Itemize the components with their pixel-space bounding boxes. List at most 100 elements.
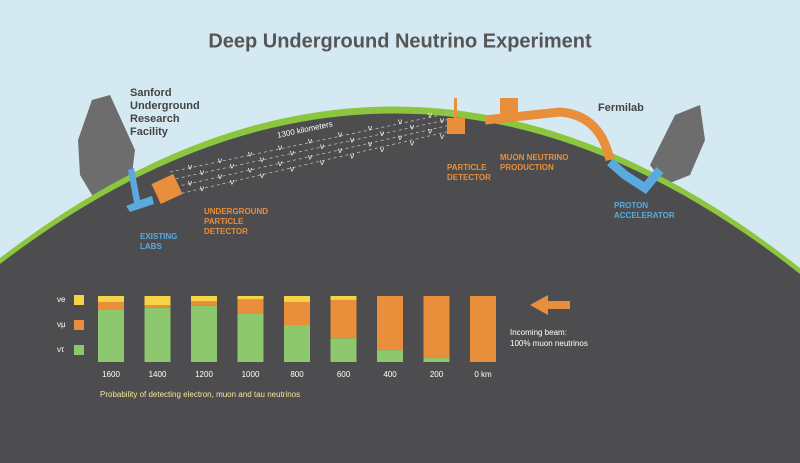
chart-caption: Probability of detecting electron, muon …	[100, 390, 300, 399]
title: Deep Underground Neutrino Experiment	[208, 30, 592, 52]
bar-segment	[330, 299, 357, 339]
nu-symbol: ν	[248, 166, 252, 175]
nu-symbol: ν	[338, 130, 342, 139]
incoming-beam-label: Incoming beam:	[510, 328, 567, 337]
nu-symbol: ν	[230, 162, 234, 171]
sanford-label: Facility	[130, 126, 169, 138]
beamline	[484, 107, 615, 162]
bar-segment	[377, 296, 403, 351]
fermilab-building	[650, 105, 705, 185]
particle-detector-label: PARTICLE	[447, 163, 487, 172]
x-tick-label: 800	[290, 370, 304, 379]
bar-segment	[191, 296, 217, 302]
underground-detector-label: PARTICLE	[204, 217, 244, 226]
ground	[0, 113, 800, 463]
nu-symbol: ν	[338, 146, 342, 155]
particle-detector-label: DETECTOR	[447, 173, 491, 182]
bar-segment	[98, 296, 124, 302]
nu-symbol: ν	[188, 163, 192, 172]
legend-swatch	[74, 320, 84, 330]
bar-segment	[470, 296, 496, 362]
incoming-beam-label: 100% muon neutrinos	[510, 339, 588, 348]
existing-labs-icon	[126, 168, 154, 212]
bar-segment	[330, 338, 357, 362]
nu-symbol: ν	[218, 172, 222, 181]
sanford-label: Sanford	[130, 87, 172, 99]
incoming-arrow	[530, 295, 570, 315]
bar-segment	[237, 296, 264, 300]
nu-symbol: ν	[290, 149, 294, 158]
nu-symbol: ν	[440, 132, 444, 141]
sanford-label: Underground	[130, 100, 200, 112]
nu-symbol: ν	[410, 122, 414, 131]
x-tick-label: 400	[383, 370, 397, 379]
nu-symbol: ν	[188, 179, 192, 188]
legend-swatch	[74, 345, 84, 355]
nu-symbol: ν	[398, 133, 402, 142]
nu-symbol: ν	[230, 178, 234, 187]
x-tick-label: 0 km	[474, 370, 492, 379]
bar-segment	[191, 305, 217, 362]
nu-symbol: ν	[410, 138, 414, 147]
detector-shaft	[454, 98, 457, 120]
x-tick-label: 200	[430, 370, 444, 379]
bar-segment	[377, 350, 403, 362]
nu-symbol: ν	[320, 158, 324, 167]
nu-symbol: ν	[200, 184, 204, 193]
beam	[169, 111, 456, 197]
bar-segment	[144, 296, 171, 306]
nu-symbol: ν	[350, 151, 354, 160]
fermilab-label: Fermilab	[598, 102, 644, 114]
muon-production-label: PRODUCTION	[500, 163, 554, 172]
x-tick-label: 1400	[149, 370, 167, 379]
x-tick-label: 600	[337, 370, 351, 379]
bar-segment	[423, 358, 450, 362]
nu-symbol: ν	[368, 140, 372, 149]
nu-symbol: ν	[248, 150, 252, 159]
bar-segment	[98, 309, 124, 362]
far-detector	[151, 173, 183, 205]
nu-symbol: ν	[308, 137, 312, 146]
nu-symbol: ν	[260, 171, 264, 180]
bar-segment	[144, 305, 171, 308]
bar-segment	[191, 301, 217, 306]
nu-symbol: ν	[278, 159, 282, 168]
sanford-label: Research	[130, 113, 180, 125]
existing-labs-label: EXISTING	[140, 232, 177, 241]
legend-label: νe	[57, 295, 66, 304]
bar-segment	[284, 301, 310, 326]
nu-symbol: ν	[320, 142, 324, 151]
nu-symbol: ν	[278, 143, 282, 152]
near-detector	[447, 118, 465, 134]
accelerator	[607, 158, 664, 194]
underground-detector-label: DETECTOR	[204, 227, 248, 236]
nu-symbol: ν	[428, 110, 432, 119]
underground-detector-label: UNDERGROUND	[204, 207, 268, 216]
muon-production-label: MUON NEUTRINO	[500, 153, 568, 162]
nu-symbol: ν	[368, 124, 372, 133]
production-hall	[500, 98, 518, 114]
existing-labs-label: LABS	[140, 242, 162, 251]
bar-segment	[237, 313, 264, 362]
legend-label: ντ	[57, 345, 65, 354]
bar-segment	[330, 296, 357, 300]
bar-segment	[237, 299, 264, 314]
bar-segment	[284, 325, 310, 362]
proton-accelerator-label: PROTON	[614, 201, 648, 210]
nu-symbol: ν	[398, 117, 402, 126]
nu-symbol: ν	[308, 153, 312, 162]
bar-segment	[98, 301, 124, 310]
nu-symbol: ν	[440, 116, 444, 125]
legend-label: νμ	[57, 320, 66, 329]
sanford-building	[78, 95, 135, 200]
legend-swatch	[74, 295, 84, 305]
bar-segment	[423, 296, 450, 359]
nu-symbol: ν	[260, 155, 264, 164]
nu-symbol: ν	[290, 165, 294, 174]
proton-accelerator-label: ACCELERATOR	[614, 211, 675, 220]
nu-symbol: ν	[380, 145, 384, 154]
x-tick-label: 1200	[195, 370, 213, 379]
nu-symbol: ν	[350, 135, 354, 144]
